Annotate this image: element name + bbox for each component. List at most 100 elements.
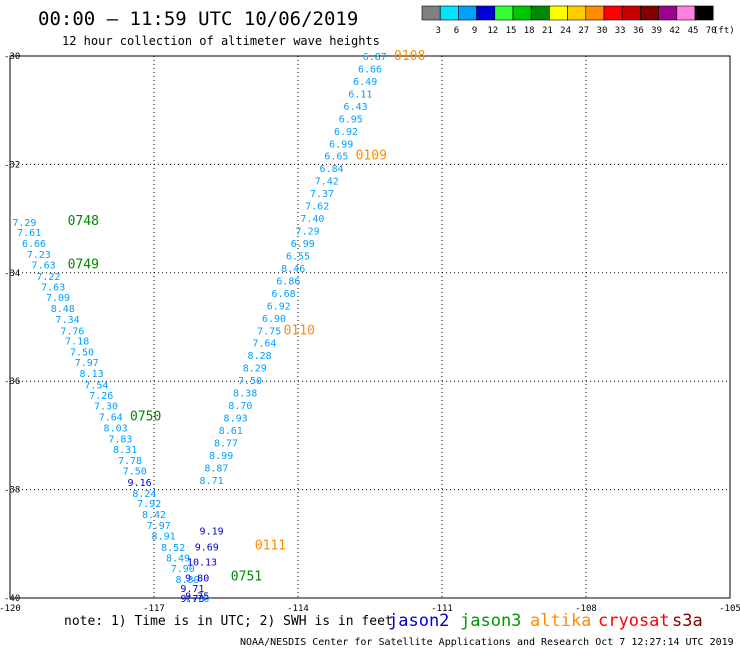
colorbar-label: 6	[454, 26, 459, 36]
wave-height-point: 7.97	[147, 521, 171, 532]
wave-height-point: 6.87	[363, 52, 387, 63]
wave-height-point: 9.19	[200, 526, 224, 537]
colorbar-label: 18	[524, 26, 535, 36]
wave-height-point: 7.50	[238, 376, 262, 387]
wave-height-point: 7.40	[300, 214, 324, 225]
wave-height-point: 7.29	[296, 227, 320, 238]
wave-height-point: 8.99	[209, 451, 233, 462]
satellite-label-jason3: jason3	[460, 611, 521, 631]
wave-height-point: 7.62	[305, 202, 329, 213]
pass-label: 0108	[394, 49, 425, 64]
wave-height-point: 6.68	[272, 289, 296, 300]
y-tick-label: -36	[4, 377, 20, 387]
wave-height-point: 6.55	[286, 251, 310, 262]
colorbar-swatch	[512, 5, 532, 21]
colorbar-legend: 3 6 9 12 15 18 21 24 27 30 33 36 39 42 45 70	[421, 5, 717, 36]
colorbar-swatch	[530, 5, 550, 21]
wave-height-point: 8.48	[51, 304, 75, 315]
colorbar-label: 27	[578, 26, 589, 36]
pass-label: 0110	[284, 323, 315, 338]
colorbar-swatch	[476, 5, 496, 21]
wave-height-point: 6.66	[358, 64, 382, 75]
colorbar-label: 21	[542, 26, 553, 36]
colorbar-label: 9	[472, 26, 477, 36]
wave-height-point: 6.92	[334, 127, 358, 138]
colorbar-label: 39	[651, 26, 662, 36]
x-tick-label: -108	[575, 604, 597, 614]
wave-height-point: 8.87	[204, 463, 228, 474]
x-axis-ticks: -120 -117 -114 -111 -108 -105	[0, 604, 740, 614]
wave-height-point: 9.71	[180, 584, 204, 595]
wave-height-point: 7.18	[65, 337, 89, 348]
wave-height-point: 7.76	[185, 594, 209, 605]
y-axis-ticks: -30 -32 -34 -36 -38 -40	[4, 52, 20, 604]
wave-height-point: 10.13	[187, 558, 217, 569]
footer-credit: NOAA/NESDIS Center for Satellite Applica…	[240, 637, 734, 648]
wave-height-point: 7.75	[257, 326, 281, 337]
pass-label: 0749	[68, 258, 99, 273]
colorbar-swatch	[567, 5, 587, 21]
colorbar-label: 12	[487, 26, 498, 36]
pass-label: 0750	[130, 409, 161, 424]
colorbar-swatch	[439, 5, 459, 21]
colorbar-label: 33	[615, 26, 626, 36]
wave-height-point: 6.65	[324, 152, 348, 163]
wave-height-point: 7.83	[108, 435, 132, 446]
colorbar-unit-label: (ft)	[713, 26, 735, 36]
y-tick-label: -30	[4, 52, 20, 62]
x-tick-label: -120	[0, 604, 21, 614]
wave-height-point: 8.03	[104, 423, 128, 434]
satellite-label-cryosat: cryosat	[598, 611, 670, 631]
wave-height-point: 9.73	[180, 594, 204, 605]
wave-height-point: 8.46	[281, 264, 305, 275]
wave-height-point: 8.91	[152, 532, 176, 543]
wave-height-points: 7.297.616.667.237.637.227.637.098.487.34…	[12, 52, 386, 605]
colorbar-swatch	[640, 5, 659, 21]
wave-height-point: 6.99	[329, 139, 353, 150]
wave-height-point: 6.86	[276, 276, 300, 287]
wave-height-point: 7.37	[310, 189, 334, 200]
wave-height-point: 6.99	[291, 239, 315, 250]
pass-label: 0111	[255, 538, 286, 553]
colorbar-swatch	[694, 5, 714, 21]
wave-height-point: 7.78	[118, 456, 142, 467]
colorbar-label: 36	[633, 26, 644, 36]
wave-height-point: 8.28	[248, 351, 272, 362]
colorbar-swatch	[658, 5, 678, 21]
colorbar-swatch	[421, 5, 441, 21]
satellite-legend: jason2 jason3 altika cryosat s3a	[388, 611, 703, 631]
pass-labels: 0108 0109 0110 0111 0748 0749 0750 0751	[68, 49, 426, 584]
wave-height-point: 6.43	[344, 102, 368, 113]
wave-height-point: 6.90	[262, 314, 286, 325]
colorbar-label: 24	[560, 26, 571, 36]
chart-subtitle: 12 hour collection of altimeter wave hei…	[62, 34, 380, 48]
colorbar-label: 42	[669, 26, 680, 36]
wave-height-point: 8.38	[233, 389, 257, 400]
wave-height-point: 7.92	[137, 499, 161, 510]
colorbar-label: 3	[435, 26, 440, 36]
x-tick-label: -105	[719, 604, 740, 614]
footer-note: note: 1) Time is in UTC; 2) SWH is in fe…	[64, 614, 393, 629]
wave-height-point: 8.70	[228, 401, 252, 412]
wave-height-point: 7.42	[315, 177, 339, 188]
wave-height-point: 7.64	[99, 412, 123, 423]
wave-height-point: 7.90	[171, 564, 195, 575]
colorbar-swatch	[458, 5, 477, 21]
wave-height-point: 7.54	[84, 380, 108, 391]
satellite-label-jason2: jason2	[388, 611, 449, 631]
wave-height-point: 8.29	[243, 364, 267, 375]
x-tick-label: -111	[431, 604, 453, 614]
wave-height-point: 6.92	[267, 301, 291, 312]
plot-frame	[9, 55, 731, 599]
plot-area: -120 -117 -114 -111 -108 -105 -30 -32 -34 -36 -38…	[0, 49, 740, 614]
colorbar-label: 45	[688, 26, 699, 36]
y-tick-label: -34	[4, 269, 20, 279]
wave-height-point: 8.31	[113, 445, 137, 456]
wave-height-point: 7.61	[17, 228, 41, 239]
wave-height-point: 8.61	[219, 426, 243, 437]
x-tick-label: -117	[143, 604, 165, 614]
pass-label: 0109	[356, 149, 387, 164]
wave-height-point: 8.39	[176, 575, 200, 586]
wave-height-point: 6.95	[339, 114, 363, 125]
colorbar-swatch	[585, 5, 605, 21]
